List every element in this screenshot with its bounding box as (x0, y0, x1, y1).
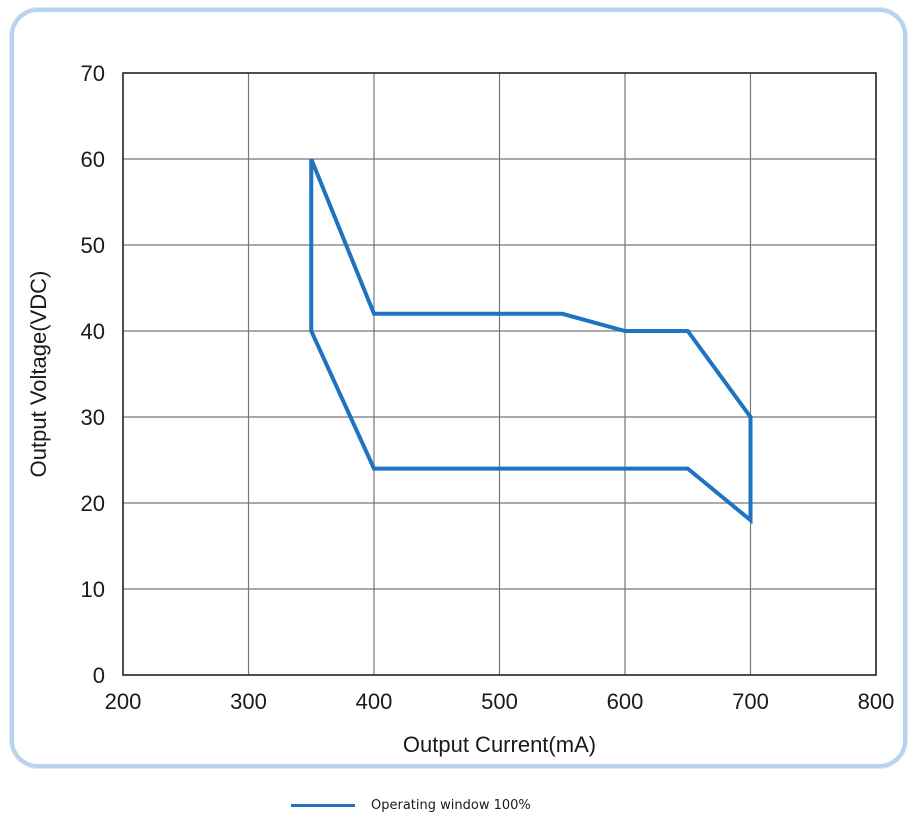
x-axis-title: Output Current(mA) (403, 732, 596, 757)
tick-labels: 200 300 400 500 600 700 800 0 10 20 30 40 50 60 70 (81, 61, 895, 714)
plot-border (122, 72, 877, 676)
y-axis-title: Output Voltage(VDC) (26, 271, 51, 478)
y-tick-label: 50 (81, 233, 105, 258)
y-tick-label: 20 (81, 491, 105, 516)
series-layer (309, 158, 753, 525)
x-tick-label: 200 (105, 689, 142, 714)
x-tick-label: 300 (230, 689, 267, 714)
legend-label: Operating window 100% (371, 797, 531, 813)
x-tick-label: 700 (732, 689, 769, 714)
y-tick-label: 60 (81, 147, 105, 172)
x-tick-label: 400 (356, 689, 393, 714)
y-tick-label: 10 (81, 577, 105, 602)
x-tick-label: 500 (481, 689, 518, 714)
x-tick-label: 600 (607, 689, 644, 714)
y-tick-label: 30 (81, 405, 105, 430)
axes (122, 72, 877, 676)
grid (123, 73, 876, 675)
y-tick-label: 40 (81, 319, 105, 344)
legend-swatch (291, 803, 355, 807)
y-tick-label: 0 (93, 663, 105, 688)
x-tick-label: 800 (858, 689, 895, 714)
y-tick-label: 70 (81, 61, 105, 86)
series-line (309, 158, 753, 525)
legend: Operating window 100% (291, 792, 531, 818)
chart-frame (10, 8, 907, 768)
